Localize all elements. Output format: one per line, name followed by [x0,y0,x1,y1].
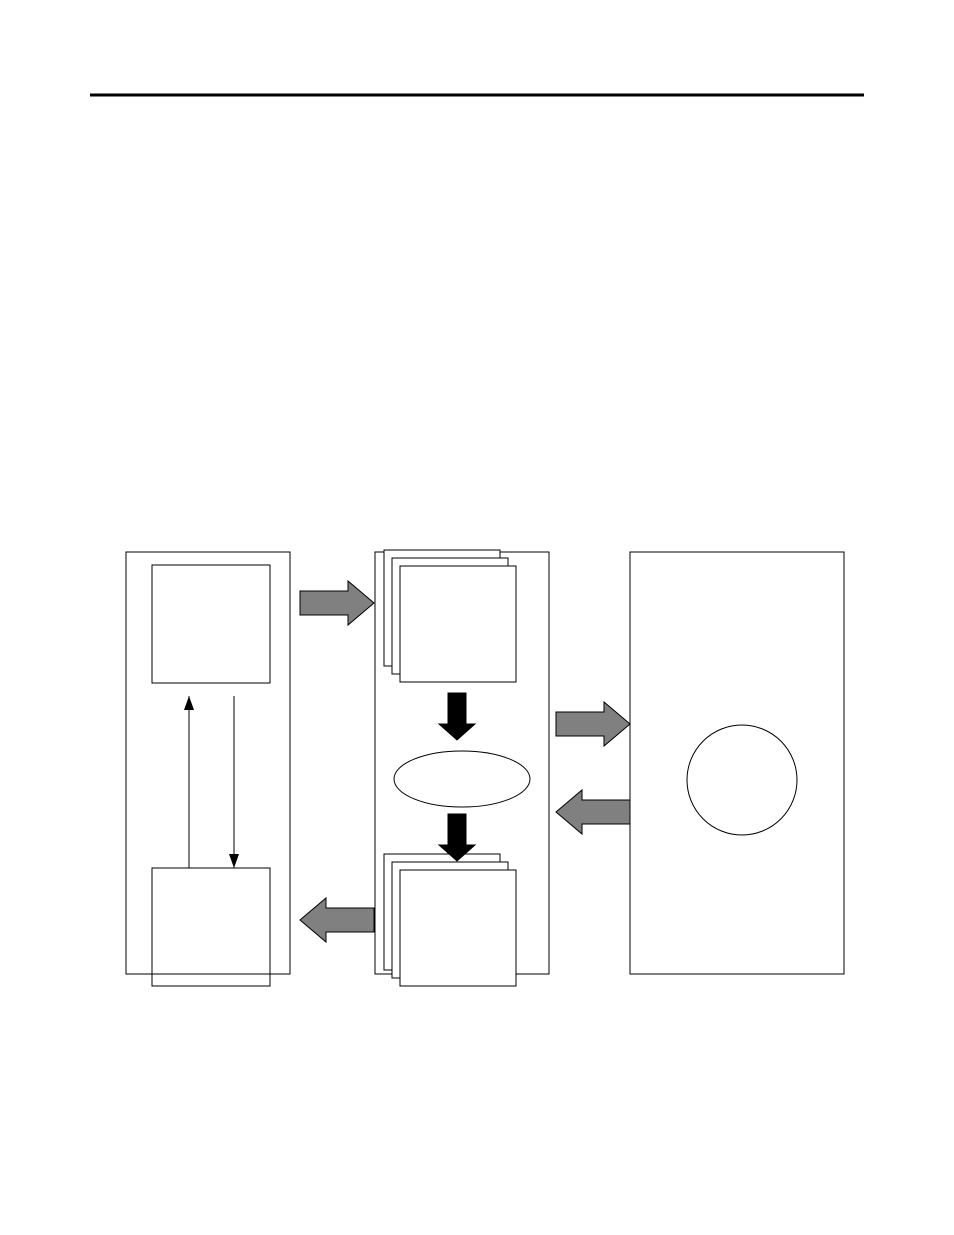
right-panel [630,552,844,974]
process-ellipse [394,751,530,807]
right-panel-circle [687,725,797,835]
diagram-canvas [0,0,954,1235]
left-panel [126,552,290,974]
